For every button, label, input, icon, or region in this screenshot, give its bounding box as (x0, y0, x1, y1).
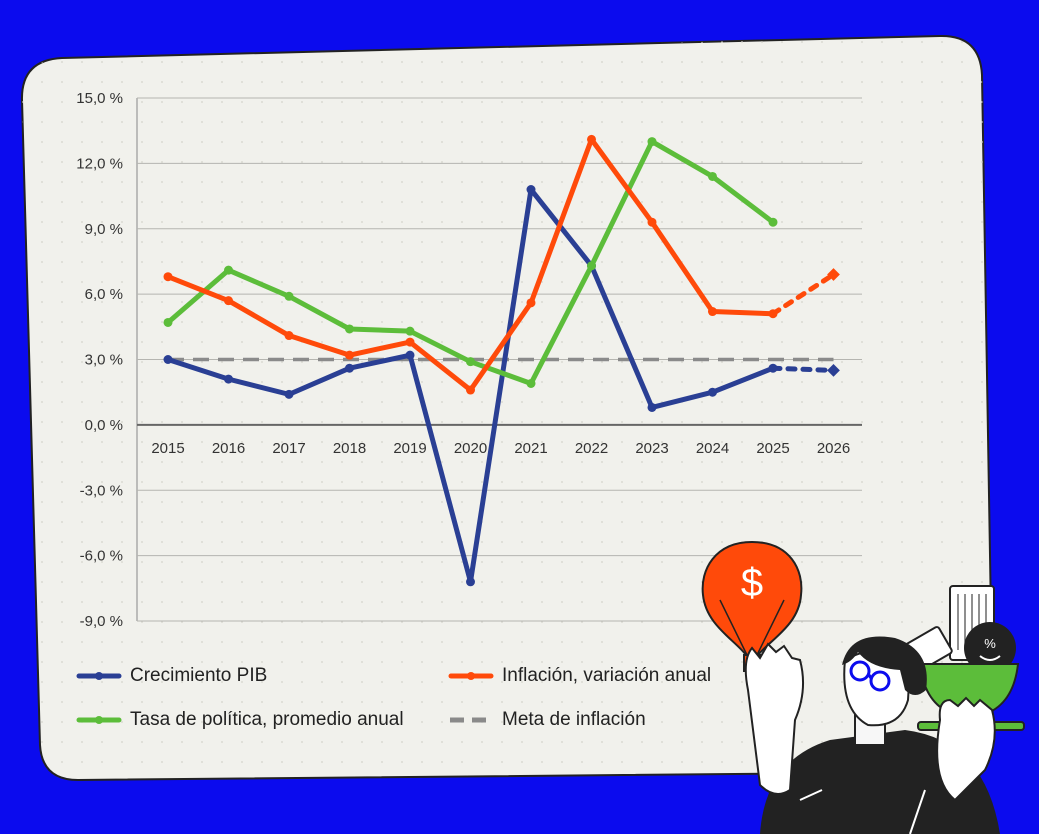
x-tick-label: 2021 (514, 440, 547, 457)
y-axis-labels: 15,0 % 12,0 % 9,0 % 6,0 % 3,0 % 0,0 % -3,0 % -6… (76, 90, 123, 630)
legend-label-pib: Crecimiento PIB (130, 665, 268, 686)
series-lines (163, 134, 840, 587)
series-point-inflacion (224, 296, 233, 306)
y-tick-label: 9,0 % (85, 221, 123, 238)
grid-lines (136, 97, 862, 622)
series-point-pib (768, 363, 778, 373)
series-point-pib (526, 185, 536, 195)
y-tick-label: -3,0 % (80, 482, 123, 499)
series-projection-pib (770, 365, 836, 373)
series-projection-inflacion (770, 272, 836, 317)
series-point-pib (708, 387, 717, 397)
series-point-tasa (587, 261, 596, 271)
series-point-inflacion (708, 307, 717, 317)
y-tick-label: -9,0 % (80, 613, 123, 630)
y-tick-label: 0,0 % (85, 417, 123, 434)
series-point-inflacion (768, 309, 778, 319)
series-point-pib (647, 402, 657, 412)
y-tick-label: -6,0 % (80, 548, 123, 565)
dollar-sign-icon: $ (741, 561, 763, 605)
legend-item-inflacion: Inflación, variación anual (448, 665, 711, 687)
series-point-inflacion (647, 217, 657, 227)
legend-label-meta: Meta de inflación (502, 709, 646, 730)
legend-item-tasa: Tasa de política, promedio anual (76, 709, 404, 731)
series-point-pib (345, 363, 354, 373)
series-point-pib (163, 355, 173, 364)
series-point-inflacion (284, 331, 294, 341)
y-tick-label: 3,0 % (85, 352, 123, 369)
series-point-inflacion (526, 298, 536, 308)
x-tick-label: 2020 (454, 440, 487, 457)
series-point-pib (405, 350, 415, 360)
legend-item-meta: Meta de inflación (448, 709, 646, 731)
x-tick-label: 2026 (817, 440, 850, 457)
series-point-tasa (224, 265, 233, 275)
x-tick-label: 2022 (575, 440, 608, 457)
y-tick-label: 12,0 % (76, 155, 123, 172)
series-point-inflacion (587, 134, 596, 144)
series-point-tasa (405, 326, 415, 336)
series-point-inflacion (163, 272, 173, 282)
percent-badge-icon: % (984, 636, 996, 651)
series-point-tasa (163, 317, 173, 327)
series-point-inflacion (466, 385, 475, 395)
legend-label-inflacion: Inflación, variación anual (502, 665, 712, 686)
series-point-tasa (284, 291, 294, 301)
series-point-inflacion (405, 337, 415, 347)
x-axis-labels: 2015 2016 2017 2018 2019 2020 2021 2022 2023 2024… (151, 440, 850, 457)
series-point-tasa (526, 378, 536, 388)
series-point-tasa (345, 324, 354, 334)
x-tick-label: 2016 (212, 440, 245, 457)
series-point-pib (466, 577, 475, 587)
legend-item-pib: Crecimiento PIB (76, 665, 267, 687)
legend-label-tasa: Tasa de política, promedio anual (130, 709, 404, 730)
person-figure (744, 636, 1000, 834)
series-point-tasa (466, 357, 475, 367)
x-tick-label: 2015 (151, 440, 184, 457)
x-tick-label: 2024 (696, 440, 729, 457)
series-point-tasa (768, 217, 778, 227)
y-tick-label: 6,0 % (85, 286, 123, 303)
x-tick-label: 2025 (756, 440, 789, 457)
x-tick-label: 2017 (272, 440, 305, 457)
series-point-tasa (647, 137, 657, 147)
series-point-pib (224, 374, 233, 384)
y-tick-label: 15,0 % (76, 90, 123, 107)
series-point-pib (284, 389, 294, 399)
series-point-tasa (708, 171, 717, 181)
x-tick-label: 2023 (635, 440, 668, 457)
x-tick-label: 2019 (393, 440, 426, 457)
bowl-icon: % (903, 585, 1025, 731)
series-point-inflacion (345, 350, 354, 360)
x-tick-label: 2018 (333, 440, 366, 457)
